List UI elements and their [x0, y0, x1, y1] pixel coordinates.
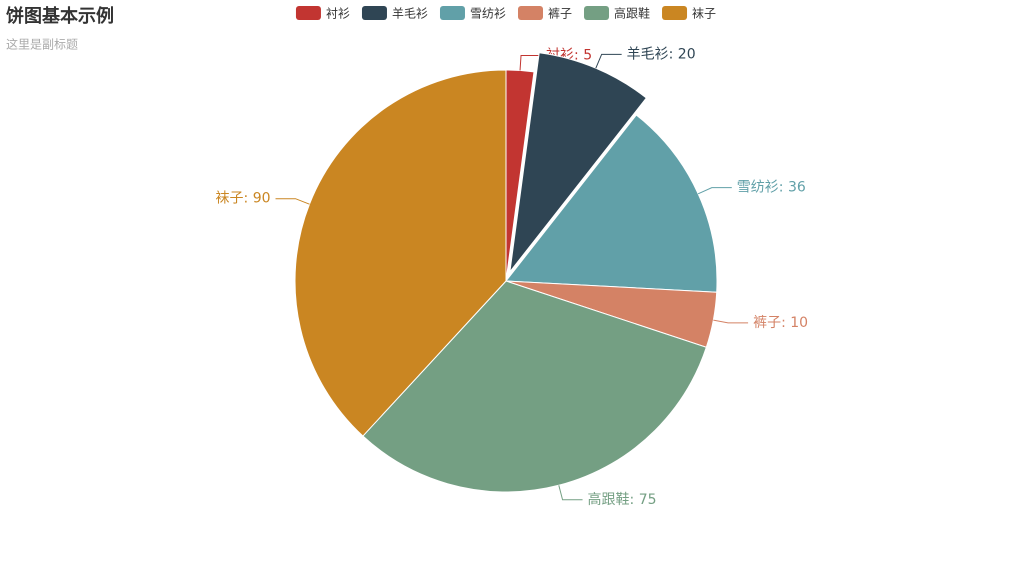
- legend-swatch[interactable]: [295, 6, 321, 20]
- label-line: [595, 53, 622, 69]
- data-label: 高跟鞋: 75: [588, 491, 657, 508]
- label-line: [697, 187, 732, 195]
- label-line: [713, 319, 749, 324]
- legend-label[interactable]: 裤子: [548, 7, 572, 21]
- data-label: 裤子: 10: [753, 315, 808, 331]
- pie-slice[interactable]: [505, 114, 718, 293]
- legend-label[interactable]: 雪纺衫: [470, 7, 506, 21]
- legend-label[interactable]: 羊毛衫: [392, 6, 428, 21]
- label-line: [558, 485, 583, 501]
- label-line: [275, 198, 310, 205]
- legend-swatch[interactable]: [584, 6, 610, 20]
- data-label: 雪纺衫: 36: [737, 180, 806, 196]
- legend-label[interactable]: 高跟鞋: [614, 6, 650, 21]
- legend: 衬衫 羊毛衫 雪纺衫 裤子 高跟鞋 袜子: [295, 6, 716, 21]
- chart-title: 饼图基本示例: [6, 5, 114, 27]
- legend-swatch[interactable]: [439, 6, 465, 20]
- legend-swatch[interactable]: [518, 6, 543, 20]
- pie-slice[interactable]: [294, 69, 507, 437]
- pie-slice[interactable]: [509, 52, 648, 274]
- legend-swatch[interactable]: [361, 6, 387, 20]
- pie-slice[interactable]: [362, 280, 707, 493]
- label-line: [519, 55, 542, 71]
- data-label: 袜子: 90: [216, 191, 271, 207]
- chart-subtitle: 这里是副标题: [6, 37, 78, 52]
- legend-label[interactable]: 袜子: [692, 7, 716, 21]
- data-label: 羊毛衫: 20: [627, 46, 696, 62]
- legend-swatch[interactable]: [662, 6, 688, 20]
- legend-label[interactable]: 衬衫: [326, 7, 350, 21]
